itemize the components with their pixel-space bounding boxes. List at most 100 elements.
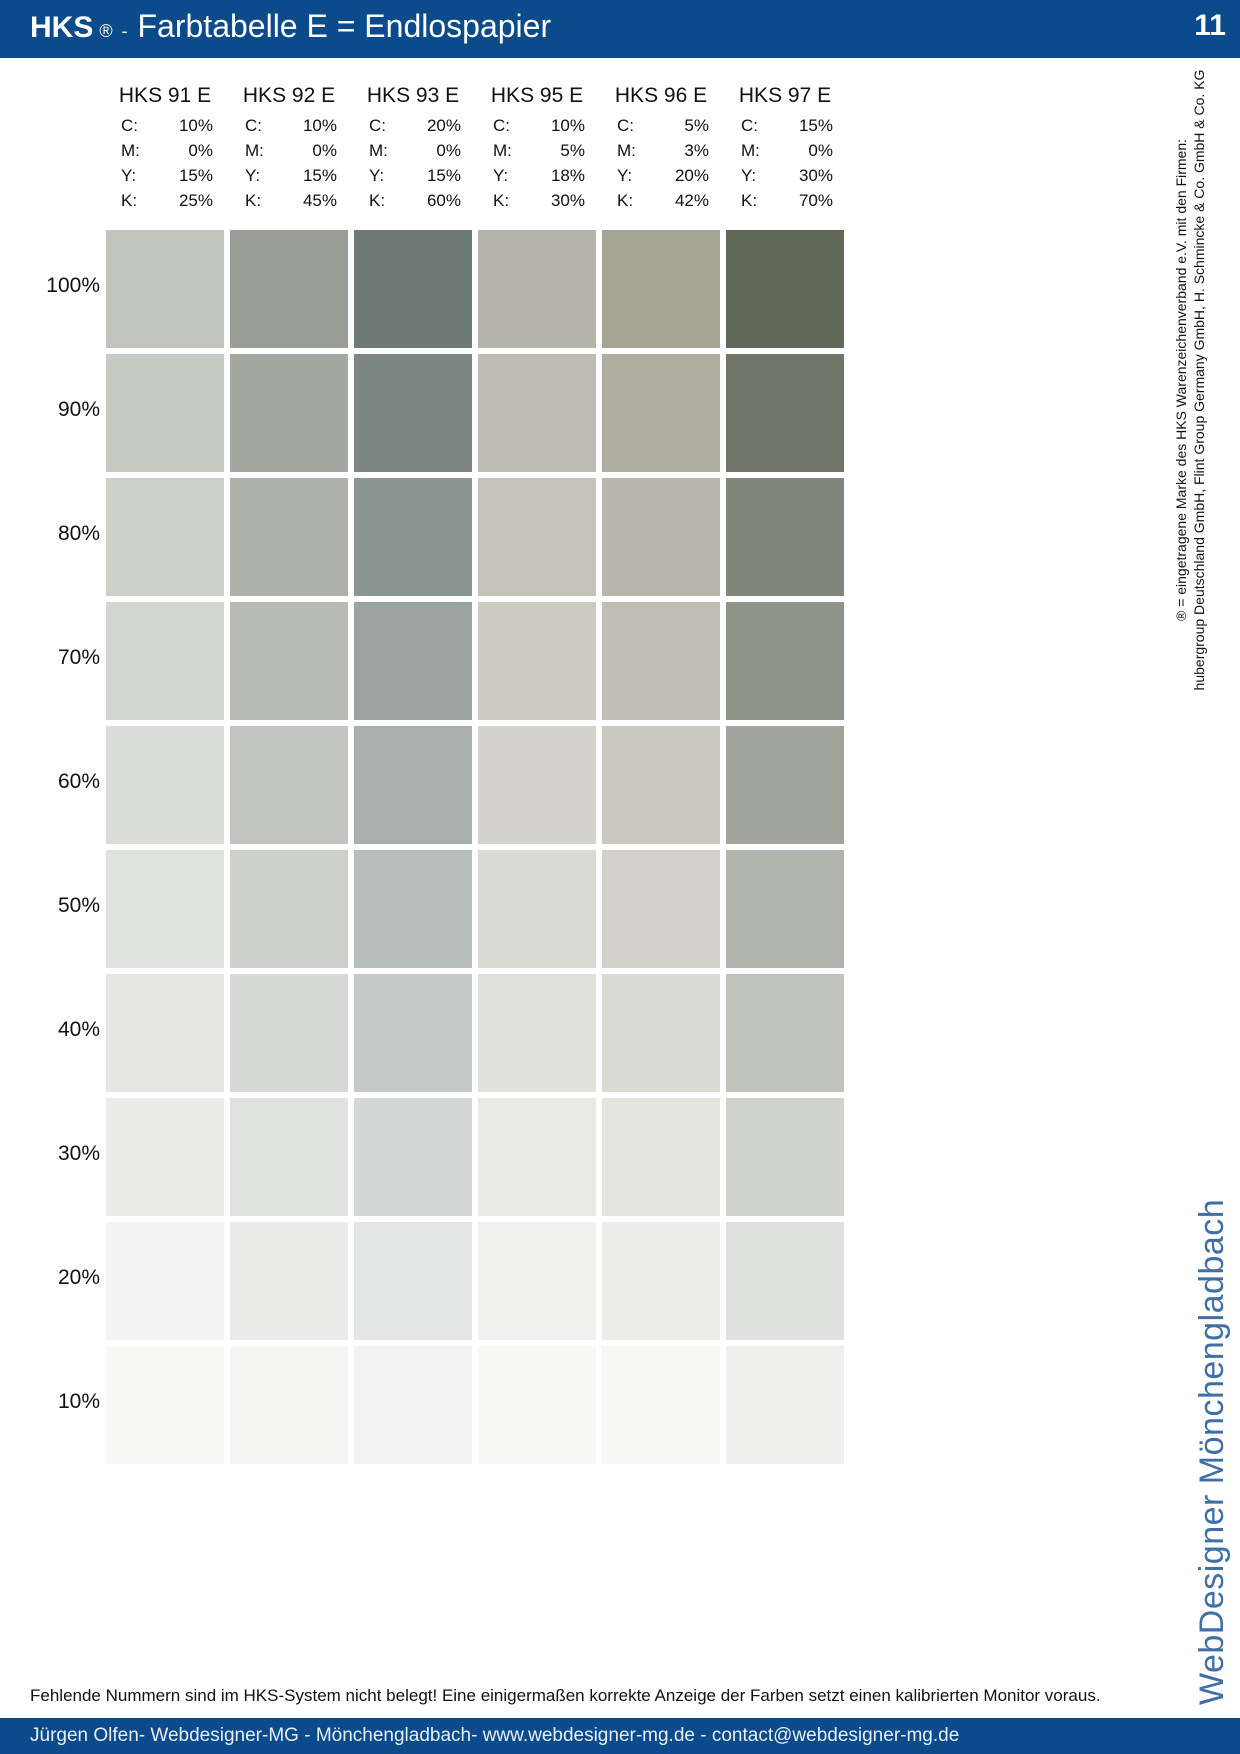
cmyk-value: 20% [426,116,461,135]
cmyk-channel: M: [493,141,512,160]
brand-name: HKS [30,11,94,44]
color-swatch [354,1098,472,1216]
color-swatch [726,230,844,348]
cmyk-value: 10% [302,116,337,135]
color-swatch [106,478,224,596]
tint-label: 40% [57,1018,100,1041]
cmyk-row: Y: 30% [723,166,847,191]
cmyk-value: 15% [178,166,213,185]
cmyk-row: C: 10% [475,116,599,141]
cmyk-value: 10% [550,116,585,135]
cmyk-channel: C: [245,116,262,135]
color-swatch [230,974,348,1092]
tint-label: 20% [57,1266,100,1289]
column-header: HKS 91 E C: 10% M: 0% Y: 15% K: 25% [103,84,227,216]
trademark-line-1: ® = eingetragene Marke des HKS Warenzeic… [1173,138,1189,622]
cmyk-value: 0% [188,141,213,160]
cmyk-channel: M: [245,141,264,160]
cmyk-row: K: 42% [599,191,723,216]
cmyk-row: K: 60% [351,191,475,216]
cmyk-value: 5% [684,116,709,135]
cmyk-value: 45% [302,191,337,210]
cmyk-channel: C: [369,116,386,135]
color-swatch [726,726,844,844]
cmyk-row: M: 0% [103,141,227,166]
color-swatch [478,1346,596,1464]
cmyk-channel: C: [741,116,758,135]
cmyk-channel: Y: [121,166,137,185]
cmyk-values: C: 10% M: 0% Y: 15% K: 45% [227,116,351,216]
cmyk-channel: K: [493,191,510,210]
cmyk-row: Y: 18% [475,166,599,191]
color-swatch [354,602,472,720]
cmyk-value: 20% [674,166,709,185]
color-swatch [354,230,472,348]
cmyk-value: 0% [436,141,461,160]
cmyk-values: C: 5% M: 3% Y: 20% K: 42% [599,116,723,216]
color-swatch [726,354,844,472]
color-swatch [106,354,224,472]
cmyk-value: 15% [426,166,461,185]
registered-mark: ® [99,21,113,41]
trademark-line-2: hubergroup Deutschland GmbH, Flint Group… [1191,69,1207,691]
logo-text: WebDesigner Mönchengladbach [1193,1198,1231,1705]
cmyk-channel: K: [741,191,758,210]
color-swatch [106,1222,224,1340]
cmyk-row: M: 0% [227,141,351,166]
column-header: HKS 92 E C: 10% M: 0% Y: 15% K: 45% [227,84,351,216]
cmyk-value: 30% [798,166,833,185]
cmyk-value: 42% [674,191,709,210]
cmyk-channel: M: [369,141,388,160]
cmyk-value: 60% [426,191,461,210]
color-swatch [354,354,472,472]
cmyk-row: C: 10% [227,116,351,141]
tint-label: 90% [57,398,100,421]
header-bar: HKS ® - Farbtabelle E = Endlospapier 11 [0,0,1240,58]
notice-text: Fehlende Nummern sind im HKS-System nich… [30,1686,1101,1705]
color-swatch [354,726,472,844]
color-swatch [106,602,224,720]
cmyk-channel: Y: [741,166,757,185]
color-swatch [354,974,472,1092]
column-header: HKS 95 E C: 10% M: 5% Y: 18% K: 30% [475,84,599,216]
cmyk-value: 18% [550,166,585,185]
color-swatch [602,354,720,472]
color-swatch [478,230,596,348]
cmyk-channel: Y: [617,166,633,185]
color-swatch [726,1346,844,1464]
color-swatch [106,974,224,1092]
color-name: HKS 91 E [118,84,212,107]
cmyk-values: C: 15% M: 0% Y: 30% K: 70% [723,116,847,216]
cmyk-value: 15% [302,166,337,185]
color-swatch [230,230,348,348]
trademark-note: ® = eingetragene Marke des HKS Warenzeic… [1172,60,1232,700]
cmyk-row: C: 5% [599,116,723,141]
cmyk-row: K: 70% [723,191,847,216]
color-name: HKS 96 E [614,84,708,107]
cmyk-channel: K: [245,191,262,210]
tint-label: 50% [57,894,100,917]
tint-label: 100% [46,274,100,297]
title-dash: - [121,21,128,41]
color-swatch [602,230,720,348]
cmyk-values: C: 10% M: 0% Y: 15% K: 25% [103,116,227,216]
color-swatch [726,602,844,720]
tint-label: 30% [57,1142,100,1165]
color-swatch [354,1222,472,1340]
color-swatch [106,1346,224,1464]
cmyk-channel: M: [741,141,760,160]
cmyk-row: K: 30% [475,191,599,216]
cmyk-row: C: 15% [723,116,847,141]
color-swatch [726,1222,844,1340]
color-swatch [726,850,844,968]
color-swatch [230,1346,348,1464]
color-swatch [602,1222,720,1340]
color-swatch [230,1222,348,1340]
cmyk-row: M: 0% [351,141,475,166]
color-swatch [106,726,224,844]
color-swatch [106,850,224,968]
tint-label: 60% [57,770,100,793]
column-header: HKS 96 E C: 5% M: 3% Y: 20% K: 42% [599,84,723,216]
color-swatch [602,726,720,844]
cmyk-channel: C: [617,116,634,135]
